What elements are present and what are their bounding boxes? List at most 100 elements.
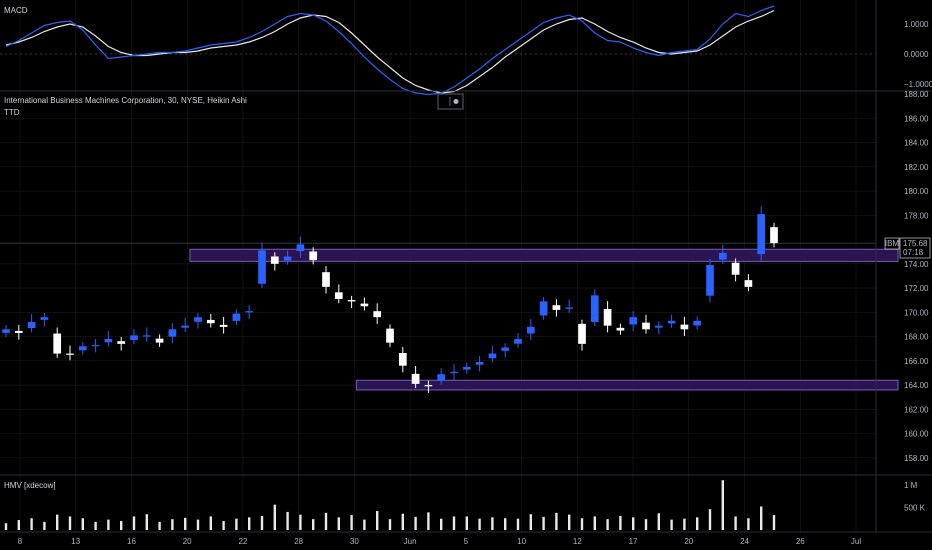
volume-bar xyxy=(145,514,148,530)
candle-body xyxy=(578,323,586,344)
volume-bar xyxy=(184,517,187,530)
overlay-indicator-label: TTD xyxy=(4,108,20,117)
volume-title: HMV [xdecow] xyxy=(4,481,56,490)
volume-bar xyxy=(324,512,328,530)
price-axis-label: 170.00 xyxy=(904,308,929,317)
volume-bar xyxy=(427,512,430,530)
candle-body xyxy=(142,335,151,337)
candle-body xyxy=(539,301,548,316)
time-axis-label: 24 xyxy=(740,537,749,546)
volume-pane[interactable]: HMV [xdecow] xyxy=(4,480,776,530)
volume-bar xyxy=(734,516,737,530)
volume-bar xyxy=(593,516,596,530)
volume-bar xyxy=(683,518,686,530)
candle-body xyxy=(155,338,164,343)
price-axis-label: 186.00 xyxy=(904,114,929,123)
source-toggle-button[interactable] xyxy=(437,93,464,110)
candle-body xyxy=(2,329,10,333)
time-axis-label: Jun xyxy=(404,537,417,546)
price-axis-label: 188.00 xyxy=(904,90,929,99)
volume-bar xyxy=(43,521,46,530)
candle-body xyxy=(629,317,638,325)
candle-body xyxy=(373,311,382,318)
volume-bar xyxy=(516,518,520,530)
volume-bar xyxy=(350,515,353,530)
volume-bar xyxy=(171,519,174,530)
volume-bar xyxy=(312,519,315,530)
time-axis[interactable]: 8 13 16 20 22 28 30 Jun 5 10 12 17 20 24 26 Jul xyxy=(18,537,862,546)
last-price-tag xyxy=(899,237,931,259)
volume-bar xyxy=(337,517,340,530)
candle-body xyxy=(78,346,87,351)
candle-body xyxy=(526,326,535,334)
time-axis-label: 30 xyxy=(350,537,359,546)
candle-body xyxy=(693,320,702,326)
symbol-tag-label: IBM xyxy=(885,239,900,248)
time-axis-label: 8 xyxy=(18,537,23,546)
candle-body xyxy=(590,295,599,323)
price-axis-label: 172.00 xyxy=(904,284,929,293)
price-pane[interactable]: International Business Machines Corporat… xyxy=(0,93,899,393)
candle-body xyxy=(437,374,446,381)
volume-bar xyxy=(299,514,302,530)
time-axis-label: 17 xyxy=(629,537,638,546)
volume-bar xyxy=(363,519,366,530)
volume-bar xyxy=(644,519,648,530)
volume-bar xyxy=(56,514,59,530)
bar-countdown: 07:18 xyxy=(903,248,924,257)
price-axis-label: 180.00 xyxy=(904,187,929,196)
candle-body xyxy=(718,252,727,260)
volume-bar xyxy=(30,518,33,530)
volume-bar xyxy=(452,516,456,530)
macd-title: MACD xyxy=(4,6,28,15)
volume-bar xyxy=(529,514,532,530)
volume-bar xyxy=(708,509,712,530)
candle-body xyxy=(232,313,241,321)
candle-body xyxy=(194,317,202,322)
volume-bar xyxy=(4,523,8,530)
volume-bar xyxy=(696,517,699,530)
time-axis-label: 10 xyxy=(517,537,526,546)
volume-bar xyxy=(376,511,379,530)
candle-body xyxy=(731,262,740,275)
candle-body xyxy=(706,265,714,296)
volume-bar xyxy=(222,520,225,530)
volume-bar xyxy=(132,516,136,530)
candle-body xyxy=(616,327,625,331)
time-axis-label: 22 xyxy=(238,537,247,546)
macd-pane[interactable]: MACD xyxy=(0,5,876,96)
candle-body xyxy=(501,347,510,351)
candle-body xyxy=(258,250,266,284)
candle-body xyxy=(245,311,254,313)
candle-body xyxy=(360,303,369,307)
macd-axis-label: 1.0000 xyxy=(904,20,929,29)
candle-body xyxy=(667,320,676,324)
candle-body xyxy=(603,308,612,326)
candle-body xyxy=(424,384,433,387)
last-price-value: 175.68 xyxy=(903,239,928,248)
volume-bar xyxy=(606,519,609,530)
candle-body xyxy=(130,335,138,341)
candle-body xyxy=(411,373,420,384)
time-axis-label: 5 xyxy=(464,537,469,546)
candle-body xyxy=(104,339,113,343)
candle-body xyxy=(642,322,650,330)
volume-bar xyxy=(273,504,276,530)
candle-body xyxy=(296,244,305,252)
volume-bar xyxy=(158,521,161,530)
chart-title: International Business Machines Corporat… xyxy=(4,96,247,105)
price-axis-label: 166.00 xyxy=(904,357,929,366)
candle-body xyxy=(40,317,49,320)
candle-body xyxy=(283,256,292,261)
candle-body xyxy=(322,272,330,287)
volume-bar xyxy=(401,513,404,530)
volume-bar xyxy=(120,520,123,530)
eye-icon[interactable] xyxy=(453,99,459,104)
volume-bar xyxy=(760,506,763,530)
time-axis-label: 20 xyxy=(183,537,192,546)
volume-bar xyxy=(580,518,584,530)
support-resistance-zone xyxy=(355,379,899,391)
time-axis-label: 16 xyxy=(127,537,136,546)
